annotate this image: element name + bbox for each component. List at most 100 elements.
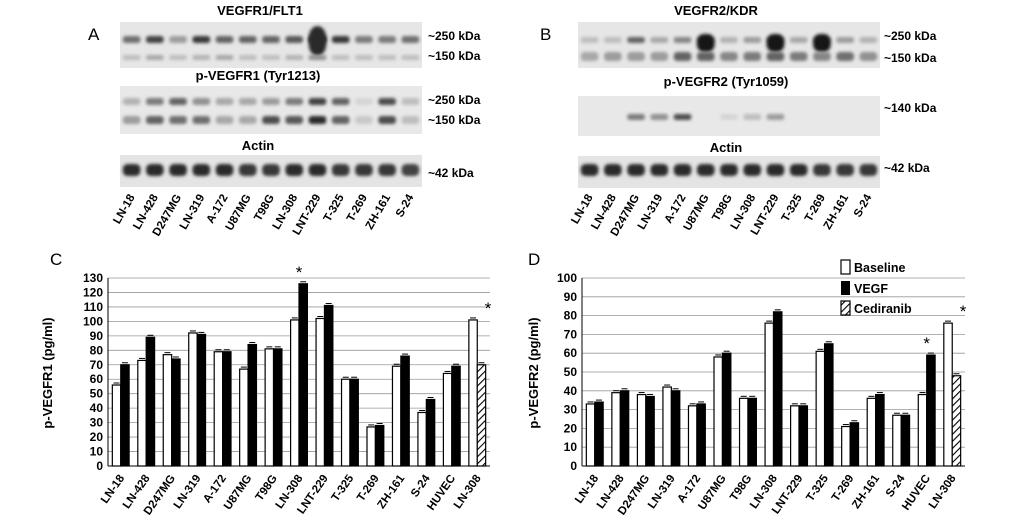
vegfr2-150-band [580, 52, 599, 61]
vegfr1-250-band [238, 36, 257, 43]
panel-letter-c: C [50, 250, 62, 269]
vegfr1-250-band [169, 36, 187, 43]
actin-b-band [766, 164, 785, 176]
blot-title-pvegfr1: p-VEGFR1 (Tyr1213) [196, 68, 321, 83]
bar-baseline [713, 356, 724, 467]
x-tick-label: LN-308 [927, 472, 959, 511]
x-tick-label: ZH-161 [375, 472, 407, 511]
x-tick-label: T-269 [355, 473, 382, 504]
x-tick-label: LN-308 [452, 472, 484, 511]
actin-b-band [673, 164, 692, 176]
vegfr1-250-band [122, 36, 141, 43]
vegfr2-250-band [743, 37, 762, 43]
bar-vegf [849, 422, 860, 467]
pvegfr1-150-band [169, 116, 187, 124]
y-tick-label: 10 [90, 445, 104, 459]
vegfr2-150-band [766, 52, 785, 61]
actin-b-band [789, 164, 808, 176]
marker-pvegfr1-150: ~150 kDa [428, 113, 481, 127]
vegfr1-250-band [355, 36, 373, 43]
blot-vegfr2 [578, 22, 880, 68]
vegfr2-250-band [789, 37, 808, 43]
vegfr2-150-band [789, 52, 808, 61]
blot-pvegfr1 [120, 86, 422, 134]
panel-letter-d: D [528, 250, 540, 269]
actin-b-band [580, 164, 599, 176]
pvegfr1-150-band [238, 116, 257, 124]
pvegfr1-250-band [262, 98, 280, 105]
marker-vegfr2-150: ~150 kDa [884, 51, 937, 65]
significance-asterisk: * [923, 334, 930, 353]
bar-baseline [111, 384, 122, 467]
vegfr2-250-band [673, 37, 692, 43]
actin-a-band [238, 164, 257, 176]
y-tick-label: 60 [564, 346, 578, 360]
vegfr1-150-band [122, 55, 141, 60]
bar-vegf [875, 393, 885, 467]
y-tick-label: 80 [90, 343, 104, 357]
x-tick-label: LN-319 [646, 473, 678, 511]
vegfr1-250-band [401, 36, 420, 43]
vegfr1-150-band [146, 55, 164, 60]
actin-b-band [720, 164, 738, 176]
chart-c-ylabel: p-VEGFR1 (pg/ml) [40, 317, 55, 428]
y-tick-label: 20 [564, 421, 578, 435]
bar-baseline [289, 319, 300, 467]
pvegfr1-150-band [192, 116, 211, 124]
bar-baseline [391, 365, 402, 467]
marker-vegfr2-250: ~250 kDa [884, 29, 937, 43]
bar-vegf [222, 351, 232, 467]
marker-vegfr1-250: ~250 kDa [428, 29, 481, 43]
pvegfr1-150-band [146, 116, 164, 124]
pvegfr1-250-band [215, 98, 234, 105]
x-tick-label: LN-319 [172, 473, 204, 511]
vegfr1-250-band [192, 36, 211, 43]
bar-baseline [764, 322, 775, 467]
y-tick-label: 70 [564, 327, 578, 341]
y-tick-label: 0 [96, 459, 103, 473]
actin-a-band [285, 164, 304, 176]
legend-label-cediranib: Cediranib [854, 302, 912, 316]
vegfr1-150-band [331, 55, 350, 60]
x-tick-label: T-325 [330, 472, 357, 503]
blot-title-actin-b: Actin [710, 140, 743, 155]
pvegfr1-150-band [285, 116, 304, 124]
bar-baseline [585, 403, 596, 467]
pvegfr2-140-band [650, 114, 669, 120]
legend-swatch-vegf [841, 281, 850, 295]
bar-baseline [137, 359, 147, 467]
actin-b-band [836, 164, 854, 176]
actin-a-band [262, 164, 280, 176]
actin-a-band [215, 164, 234, 176]
bar-vegf [400, 355, 410, 467]
bar-baseline [417, 411, 427, 467]
pvegfr1-150-band [331, 116, 350, 124]
x-tick-label: T98G [728, 473, 754, 503]
vegfr2-250-band [627, 37, 645, 43]
y-tick-label: 70 [90, 358, 104, 372]
bar-baseline [841, 425, 851, 467]
pvegfr1-150-band [262, 116, 280, 124]
blot-vegfr1 [120, 22, 422, 68]
y-tick-label: 110 [84, 300, 104, 314]
legend-swatch-baseline [840, 259, 851, 275]
legend-swatch-cediranib [840, 300, 851, 316]
y-tick-label: 100 [557, 271, 577, 285]
vegfr1-150-band [169, 55, 187, 60]
pvegfr1-150-band [122, 116, 141, 124]
marker-actin-a: ~42 kDa [428, 166, 474, 180]
bar-baseline [340, 378, 351, 467]
bar-baseline [611, 392, 621, 467]
bar-baseline [468, 319, 478, 467]
bar-baseline [162, 354, 173, 467]
y-tick-label: 90 [90, 329, 104, 343]
vegfr1-150-band [355, 55, 373, 60]
legend-label-baseline: Baseline [854, 261, 905, 275]
pvegfr1-250-band [146, 98, 164, 105]
bar-vegf [374, 424, 385, 467]
pvegfr1-150-band [355, 116, 373, 124]
bar-vegf [747, 397, 757, 467]
vegfr2-250-band [859, 37, 878, 43]
vegfr2-250-band [580, 37, 599, 43]
panel-a-lane-label: T-269 [345, 193, 370, 224]
